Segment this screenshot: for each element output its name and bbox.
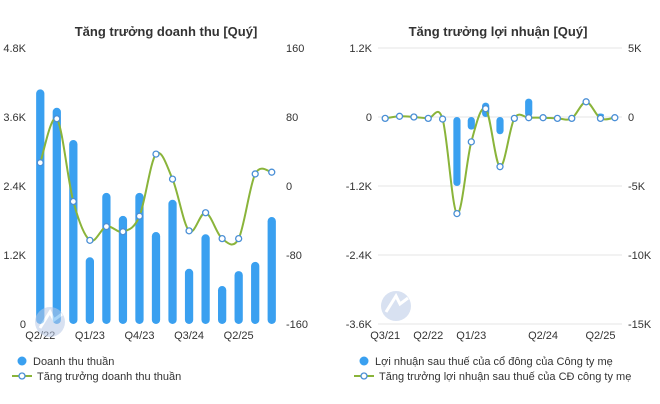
bar: [168, 199, 177, 324]
line-point: [596, 114, 605, 123]
legend-line-marker-profit: [360, 372, 368, 380]
line-point: [424, 114, 432, 123]
line-point: [381, 114, 389, 123]
right-axis-tick-label: -80: [286, 250, 302, 262]
bar: [525, 98, 533, 117]
line-point: [568, 114, 576, 123]
left-axis-tick-label: 3.6K: [3, 112, 26, 124]
right-axis-tick-label: -160: [286, 319, 308, 331]
line-point: [119, 228, 127, 236]
x-axis-tick-label: Q1/23: [75, 330, 105, 342]
bar: [267, 217, 276, 324]
right-axis-tick-label: 160: [286, 43, 304, 55]
left-axis-tick-label: -2.4K: [346, 250, 373, 262]
line-point: [201, 209, 210, 217]
left-axis-tick-label: 4.8K: [3, 43, 26, 55]
legend-line-marker-revenue: [18, 372, 26, 380]
line-point: [496, 163, 504, 171]
left-axis-tick-label: -1.2K: [346, 181, 373, 193]
right-axis-tick-label: -5K: [628, 181, 646, 193]
line-point: [539, 114, 547, 122]
line-point: [438, 115, 447, 123]
line-point: [453, 209, 461, 218]
line-point: [235, 234, 243, 243]
left-axis-tick-label: 1.2K: [3, 250, 26, 262]
line-point: [102, 222, 111, 231]
watermark-logo-right: [381, 291, 411, 321]
x-axis-tick-label: Q4/23: [124, 330, 154, 342]
right-axis-tick-label: 80: [286, 112, 298, 124]
profit-chart: -3.6K -15K -2.4K -10K -1.2K -5K 0 0 1.2K 5K Q3/21 Q…: [346, 43, 652, 342]
line-point: [611, 114, 619, 122]
right-axis-tick-label: 0: [628, 112, 634, 124]
x-axis-tick-label: Q2/25: [585, 330, 615, 342]
right-axis-tick-label: -15K: [628, 319, 652, 331]
right-axis-tick-label: -10K: [628, 250, 652, 262]
x-axis-tick-label: Q2/22: [413, 330, 443, 342]
bar: [102, 192, 111, 324]
line-point: [525, 114, 533, 122]
line-point: [553, 114, 562, 123]
bar: [36, 89, 45, 325]
bar: [69, 140, 78, 324]
line-point: [510, 114, 519, 123]
line-point: [481, 105, 490, 113]
bar: [135, 192, 144, 324]
bar: [85, 257, 94, 324]
bar: [52, 107, 61, 324]
line-point: [218, 234, 226, 243]
profit-chart-title: Tăng trưởng lợi nhuận [Quý]: [409, 24, 588, 39]
bar: [118, 215, 128, 324]
bar: [496, 117, 504, 135]
left-axis-tick-label: 1.2K: [349, 43, 372, 55]
line-point: [36, 159, 44, 167]
x-axis-tick-label: Q2/24: [528, 330, 558, 342]
revenue-chart-title: Tăng trưởng doanh thu [Quý]: [75, 24, 258, 39]
legend-bar-marker-revenue: [17, 356, 27, 366]
bar: [467, 117, 475, 130]
revenue-legend: Doanh thu thuần Tăng trưởng doanh thu th…: [12, 356, 181, 383]
bar: [201, 234, 210, 324]
bar: [234, 271, 243, 324]
line-point: [168, 175, 177, 183]
left-axis-tick-label: 0: [366, 112, 372, 124]
bar: [184, 268, 194, 324]
line-point: [251, 170, 259, 178]
left-axis-tick-label: -3.6K: [346, 319, 373, 331]
line-point: [582, 98, 590, 106]
legend-revenue-line-label: Tăng trưởng doanh thu thuần: [37, 371, 181, 383]
line-point: [152, 150, 160, 158]
profit-legend: Lợi nhuận sau thuế của cổ đông của Công …: [354, 356, 631, 383]
legend-profit-line-label: Tăng trưởng lợi nhuận sau thuế của CĐ cô…: [379, 371, 631, 383]
legend-revenue-bar-label: Doanh thu thuần: [33, 356, 114, 368]
line-point: [135, 212, 144, 220]
x-axis-tick-label: Q2/25: [224, 330, 254, 342]
left-axis-tick-label: 0: [20, 319, 26, 331]
left-axis-tick-label: 2.4K: [3, 181, 26, 193]
line-point: [268, 168, 276, 176]
line-point: [86, 236, 94, 244]
legend-bar-marker-profit: [359, 356, 369, 366]
bar: [218, 286, 227, 324]
line-point: [69, 197, 77, 206]
right-axis-tick-label: 5K: [628, 43, 642, 55]
bar: [251, 261, 260, 324]
line-point: [395, 112, 404, 120]
line-point: [53, 115, 61, 123]
bar: [453, 117, 461, 186]
legend-profit-bar-label: Lợi nhuận sau thuế của cổ đông của Công …: [375, 356, 613, 368]
line-point: [185, 227, 193, 235]
x-axis-tick-label: Q3/24: [174, 330, 204, 342]
right-axis-tick-label: 0: [286, 181, 292, 193]
line-point: [410, 113, 418, 121]
x-axis-tick-label: Q1/23: [456, 330, 486, 342]
watermark-logo-left: [35, 307, 65, 337]
line-point: [467, 138, 475, 146]
x-axis-tick-label: Q3/21: [370, 330, 400, 342]
bar: [151, 232, 161, 324]
